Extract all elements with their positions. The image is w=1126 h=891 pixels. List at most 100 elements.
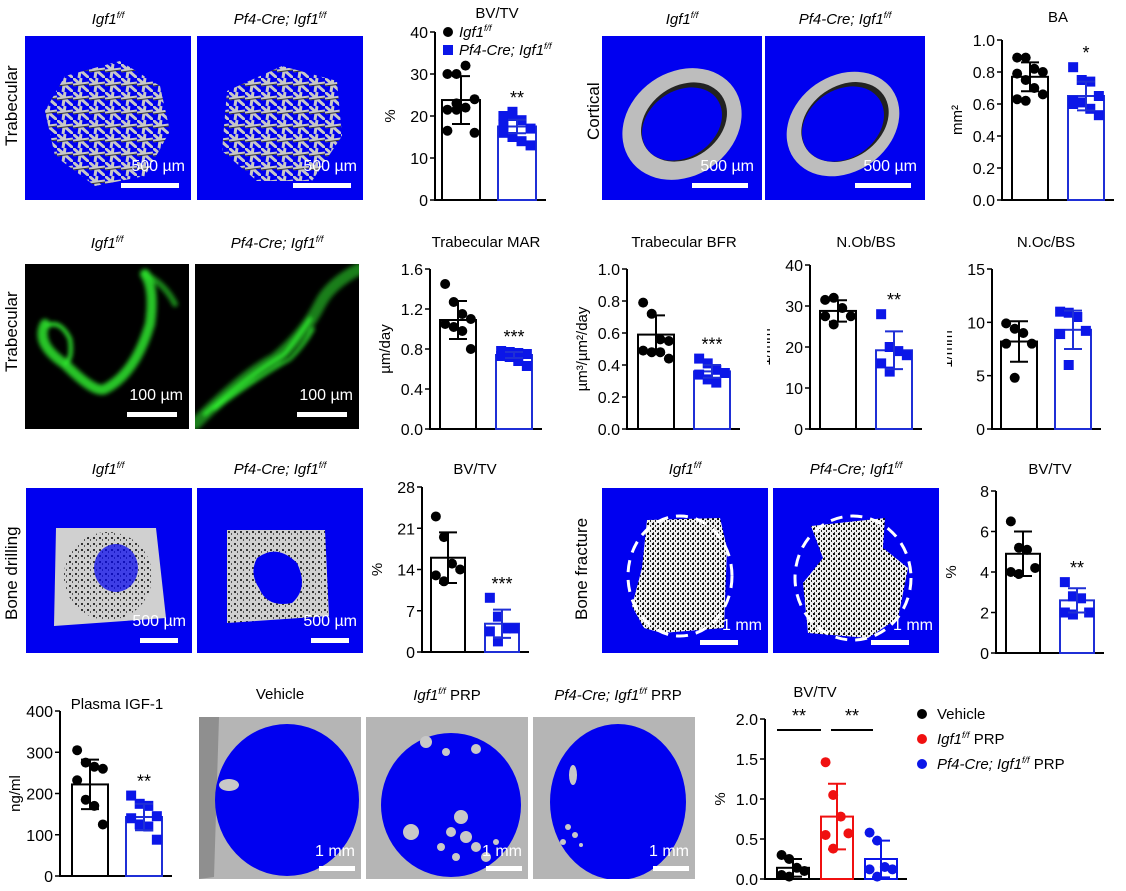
data-point — [448, 322, 459, 332]
legend-label: Igf1f/f — [459, 23, 493, 41]
data-point — [451, 69, 462, 79]
scale-bar — [140, 638, 178, 643]
y-tick-label: 20 — [410, 109, 428, 126]
y-tick-label: 300 — [26, 745, 53, 762]
y-tick-label: 10 — [410, 151, 428, 168]
image-title-igf-prp: Igf1f/f PRP — [413, 686, 481, 704]
significance-marker: ** — [887, 290, 901, 310]
image-title-mutant: Pf4-Cre; Igf1f/f — [809, 460, 903, 478]
data-point — [525, 140, 536, 151]
y-tick-label: 0.8 — [401, 342, 423, 359]
calvaria-pf4-prp-image: 1 mm — [533, 717, 695, 879]
y-tick-label: 0.4 — [973, 129, 995, 146]
data-point — [440, 279, 451, 289]
image-title-control: Igf1f/f — [665, 10, 699, 28]
y-axis-label: % — [382, 109, 399, 122]
data-point — [438, 532, 449, 543]
data-point — [1037, 89, 1048, 100]
data-point — [1072, 312, 1083, 322]
y-tick-label: 400 — [26, 704, 53, 721]
y-tick-label: 4 — [980, 565, 989, 582]
y-tick-label: 0 — [976, 422, 985, 439]
y-tick-label: 1.5 — [736, 752, 758, 769]
image-title-control: Igf1f/f — [668, 460, 702, 478]
legend-label: Igf1f/f PRP — [937, 730, 1005, 748]
y-tick-label: 5 — [976, 369, 985, 386]
chart-fracture-bvtv: BV/TV 0 2 4 6 8% ** — [943, 461, 1104, 663]
data-point — [864, 864, 875, 875]
data-point — [460, 102, 471, 113]
y-tick-label: 2 — [980, 606, 989, 623]
data-point — [799, 866, 810, 876]
fracture-callus-graphic — [793, 514, 913, 642]
data-point — [879, 862, 890, 872]
data-point — [638, 345, 649, 356]
y-tick-label: 200 — [26, 787, 53, 804]
scale-bar — [319, 866, 355, 871]
scale-label: 500 µm — [131, 158, 185, 175]
row-label-trabecular-2: Trabecular — [2, 291, 21, 372]
y-tick-label: 28 — [397, 480, 415, 497]
significance-marker: * — [1082, 43, 1089, 63]
data-point — [1013, 542, 1024, 553]
data-point — [1026, 338, 1037, 349]
y-tick-label: 14 — [397, 563, 415, 580]
data-point — [1063, 360, 1074, 370]
scale-label: 1 mm — [722, 617, 762, 634]
y-tick-label: 0 — [419, 193, 428, 210]
chart-title: Trabecular MAR — [432, 234, 541, 251]
chart-trabecular-bfr: Trabecular BFR 0.0 0.2 0.4 0.6 0.8 1.0 µm³/µm²/… — [574, 234, 740, 439]
data-point — [1001, 318, 1012, 329]
data-point — [492, 611, 503, 622]
microct-cortical-control-image: 500 µm — [602, 36, 762, 200]
y-tick-label: 0.5 — [736, 832, 758, 849]
data-point — [1076, 97, 1087, 108]
image-title-control: Igf1f/f — [90, 234, 124, 252]
data-point — [492, 636, 503, 647]
data-point — [1093, 110, 1104, 121]
data-point — [876, 358, 887, 369]
y-tick-label: 0.4 — [598, 358, 620, 375]
calvaria-vehicle-image: 1 mm — [199, 717, 361, 879]
microct-drill-control-image: 500 µm — [26, 488, 192, 653]
data-point — [791, 862, 802, 873]
image-title-mutant: Pf4-Cre; Igf1f/f — [230, 234, 324, 252]
data-point — [134, 819, 145, 830]
microct-trabecular-mutant-image: 500 µm — [197, 36, 363, 200]
data-point — [507, 132, 518, 142]
data-point — [430, 511, 441, 522]
chart-trabecular-mar: Trabecular MAR 0.0 0.4 0.8 1.2 1.6 µm/day *** — [377, 234, 542, 439]
data-point — [711, 364, 722, 375]
scale-label: 1 mm — [893, 617, 933, 634]
data-point — [1084, 607, 1095, 618]
bar — [693, 370, 731, 430]
trabecular-network-graphic — [222, 66, 342, 181]
data-point — [498, 111, 509, 121]
data-point — [663, 336, 674, 346]
data-point — [884, 366, 895, 377]
y-tick-label: 1.2 — [401, 302, 423, 319]
data-point — [72, 745, 83, 756]
y-tick-label: 10 — [967, 315, 985, 332]
data-point — [719, 368, 730, 378]
data-point — [893, 346, 904, 357]
y-tick-label: 20 — [785, 340, 803, 357]
data-point — [460, 60, 471, 71]
microct-cortical-mutant-image: 500 µm — [765, 36, 925, 200]
y-tick-label: 0 — [406, 645, 415, 662]
cortical-ring-graphic — [786, 71, 900, 177]
data-point — [498, 127, 509, 138]
chart-prp-bvtv: BV/TV 0.0 0.5 1.0 1.5 2.0% ** ** Vehicle Igf1f/f … — [715, 684, 1065, 889]
y-tick-label: 10 — [785, 381, 803, 398]
y-axis-label: mm² — [949, 105, 966, 135]
y-tick-label: 1.6 — [401, 262, 423, 279]
scale-label: 1 mm — [315, 843, 355, 860]
data-point — [1076, 593, 1087, 604]
data-point — [1093, 91, 1104, 101]
data-point — [498, 119, 509, 130]
data-point — [126, 790, 137, 801]
data-point — [1059, 607, 1070, 618]
y-tick-label: 0.8 — [598, 294, 620, 311]
bar — [495, 354, 533, 430]
